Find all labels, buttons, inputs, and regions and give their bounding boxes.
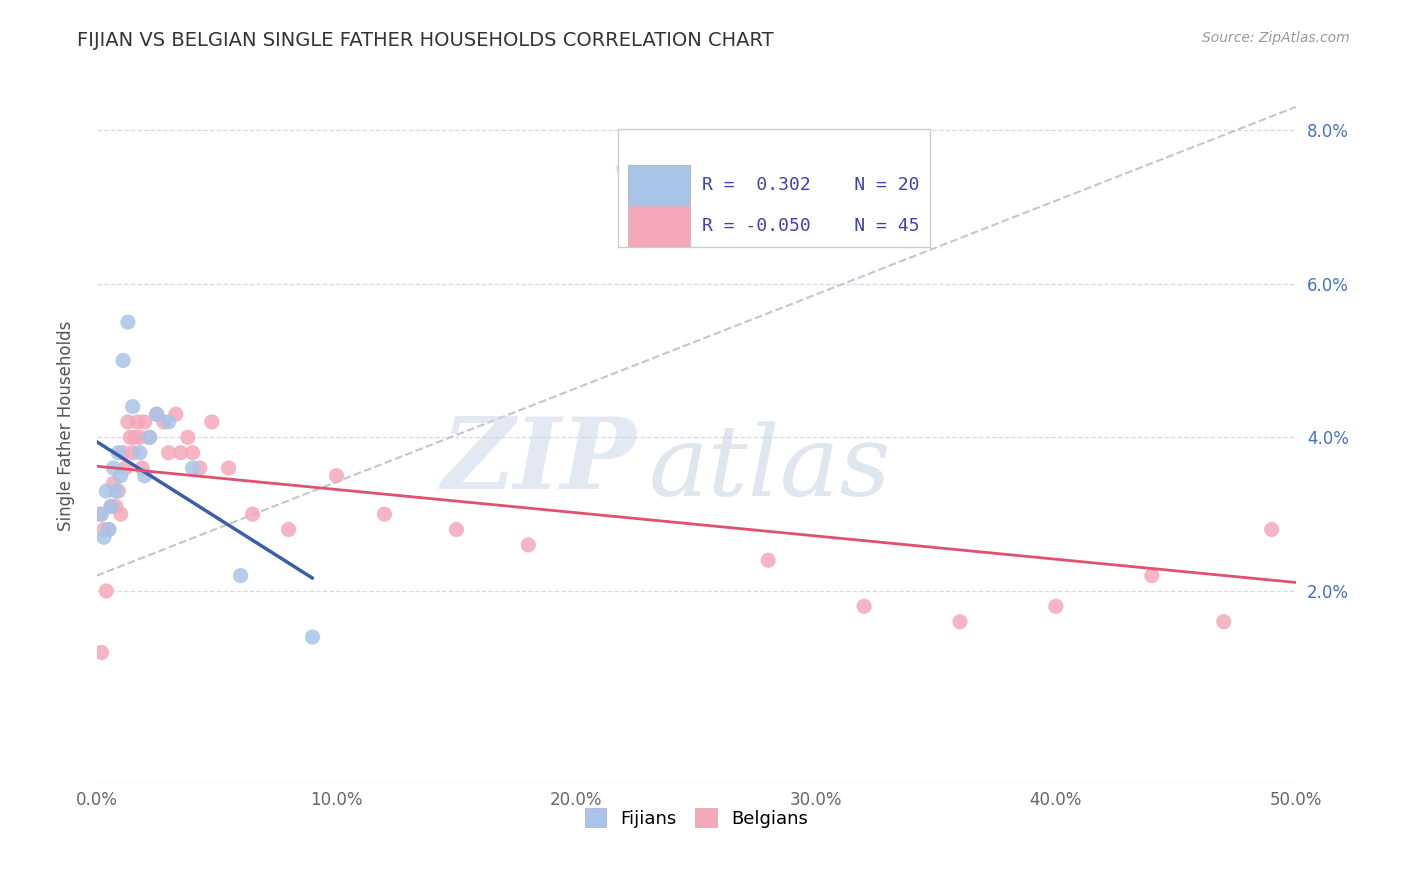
Point	[1212, 615, 1234, 629]
Point	[93, 523, 115, 537]
Point	[107, 445, 129, 459]
Point	[145, 407, 167, 421]
Text: R = -0.050    N = 45: R = -0.050 N = 45	[702, 217, 920, 235]
Point	[104, 484, 127, 499]
Point	[112, 353, 135, 368]
Point	[103, 476, 125, 491]
Point	[110, 507, 132, 521]
Point	[100, 500, 122, 514]
Point	[373, 507, 395, 521]
Point	[153, 415, 176, 429]
Point	[120, 430, 142, 444]
Point	[117, 415, 139, 429]
Point	[181, 461, 204, 475]
Legend: Fijians, Belgians: Fijians, Belgians	[578, 801, 815, 835]
Point	[128, 430, 150, 444]
Text: R =  0.302    N = 20: R = 0.302 N = 20	[702, 176, 920, 194]
Point	[157, 415, 180, 429]
Point	[96, 484, 118, 499]
FancyBboxPatch shape	[619, 129, 929, 247]
Point	[177, 430, 200, 444]
Point	[446, 523, 468, 537]
Text: Source: ZipAtlas.com: Source: ZipAtlas.com	[1202, 31, 1350, 45]
Text: atlas: atlas	[648, 421, 891, 516]
Point	[138, 430, 160, 444]
Point	[242, 507, 264, 521]
Point	[181, 445, 204, 459]
Point	[93, 530, 115, 544]
Point	[157, 445, 180, 459]
Point	[1261, 523, 1284, 537]
Point	[145, 407, 167, 421]
Point	[90, 507, 112, 521]
Point	[853, 599, 876, 614]
Point	[301, 630, 323, 644]
Point	[90, 645, 112, 659]
Point	[97, 523, 120, 537]
Point	[138, 430, 160, 444]
Point	[201, 415, 224, 429]
Point	[112, 445, 135, 459]
Point	[96, 584, 118, 599]
FancyBboxPatch shape	[628, 164, 690, 204]
Point	[277, 523, 299, 537]
Point	[169, 445, 191, 459]
Point	[100, 500, 122, 514]
Point	[131, 461, 153, 475]
Point	[613, 161, 636, 176]
Point	[218, 461, 240, 475]
Point	[127, 415, 149, 429]
Y-axis label: Single Father Households: Single Father Households	[58, 320, 75, 531]
Point	[756, 553, 779, 567]
Point	[97, 523, 120, 537]
Point	[134, 415, 156, 429]
Point	[121, 400, 143, 414]
Point	[87, 507, 110, 521]
Point	[107, 484, 129, 499]
Point	[229, 568, 252, 582]
Point	[117, 315, 139, 329]
Point	[110, 468, 132, 483]
Point	[121, 445, 143, 459]
Point	[104, 500, 127, 514]
Text: ZIP: ZIP	[441, 413, 637, 509]
Point	[134, 468, 156, 483]
Point	[1045, 599, 1067, 614]
Point	[188, 461, 211, 475]
Point	[114, 461, 136, 475]
Point	[128, 445, 150, 459]
Point	[165, 407, 187, 421]
Point	[1140, 568, 1163, 582]
FancyBboxPatch shape	[628, 206, 690, 246]
Point	[124, 430, 146, 444]
Point	[949, 615, 972, 629]
Text: FIJIAN VS BELGIAN SINGLE FATHER HOUSEHOLDS CORRELATION CHART: FIJIAN VS BELGIAN SINGLE FATHER HOUSEHOL…	[77, 31, 773, 50]
Point	[517, 538, 540, 552]
Point	[103, 461, 125, 475]
Point	[325, 468, 347, 483]
